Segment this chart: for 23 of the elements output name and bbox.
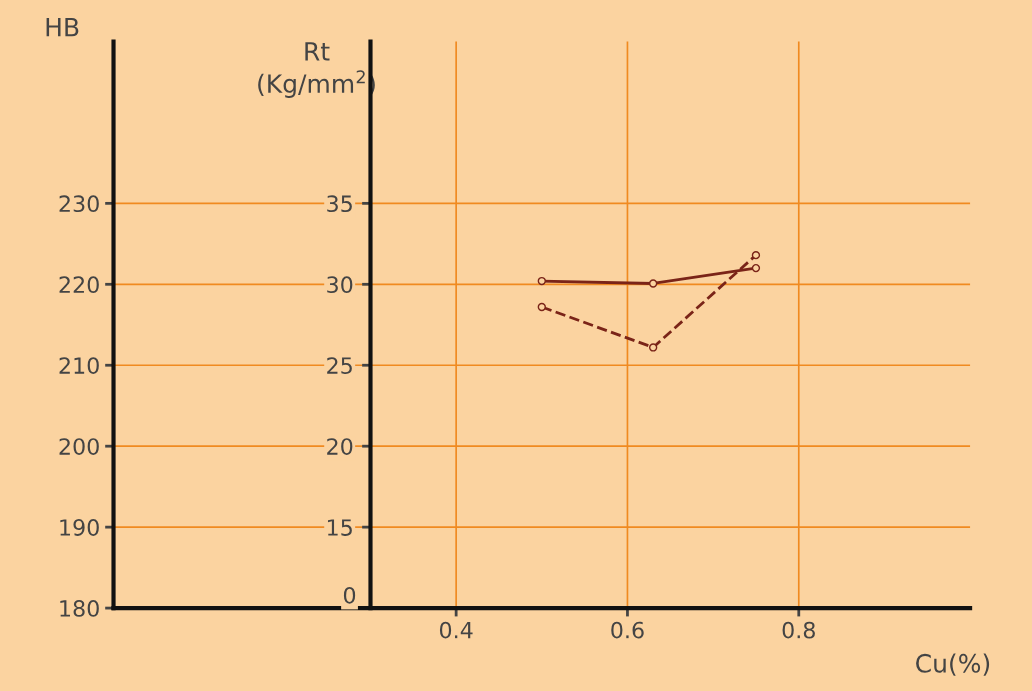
point <box>648 343 658 352</box>
y2-tick-label: 25 <box>327 357 352 374</box>
y-tick-label: 200 <box>59 438 99 455</box>
annotation: 0 <box>343 586 356 604</box>
y2-tick-label: 20 <box>327 438 353 455</box>
point <box>751 263 761 273</box>
y2-tick-label: 35 <box>327 195 352 213</box>
y-tick-label: 190 <box>60 519 99 536</box>
point <box>537 276 546 286</box>
x-tick-label: 0.4 <box>439 621 473 639</box>
y-tick-label: 220 <box>59 276 99 294</box>
point <box>648 279 658 288</box>
x-tick-label: 0.8 <box>782 621 815 639</box>
x-axis-title: Cu(%) <box>916 653 990 676</box>
x-tick-label: 0.6 <box>611 621 644 639</box>
y-tick-label: 230 <box>59 195 99 213</box>
y-tick-label: 180 <box>60 600 99 617</box>
y2-tick-label: 15 <box>327 519 352 536</box>
y2-tick-label: 30 <box>327 276 353 294</box>
point <box>751 250 761 260</box>
y-axis-title: HB <box>46 18 79 37</box>
point <box>537 302 546 312</box>
y-tick-label: 210 <box>59 357 99 374</box>
